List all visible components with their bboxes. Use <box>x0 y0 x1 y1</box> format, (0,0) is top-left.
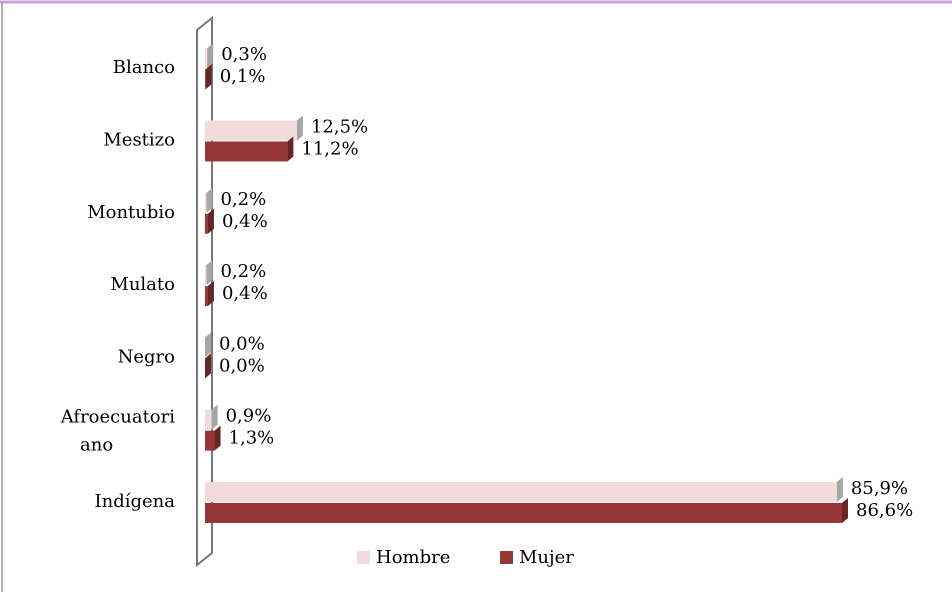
value-label: 11,2% <box>301 138 358 159</box>
bar <box>205 265 207 286</box>
bar-side <box>205 64 212 90</box>
bar-side <box>205 332 211 358</box>
y-tick-label: Montubio <box>87 202 175 223</box>
bar-side <box>207 281 214 307</box>
bar <box>205 141 288 162</box>
value-label: 0,2% <box>220 189 266 210</box>
bar <box>205 192 207 213</box>
bar-side <box>206 260 213 286</box>
value-label: 0,9% <box>226 406 272 427</box>
bar-side <box>287 136 294 162</box>
bar-side <box>214 425 221 451</box>
label-line: Afroecuatori <box>60 407 176 428</box>
bar <box>205 69 206 90</box>
bar-side <box>296 115 303 141</box>
label-line: ano <box>80 435 113 456</box>
axis-wall <box>196 15 213 568</box>
legend-label: Mujer <box>519 547 574 568</box>
value-label: 0,4% <box>222 283 268 304</box>
bar-side <box>205 353 211 379</box>
value-label: 85,9% <box>851 478 908 499</box>
bar <box>205 286 208 307</box>
value-label: 0,3% <box>221 44 267 65</box>
legend-swatch <box>500 551 513 564</box>
value-label: 0,4% <box>222 211 268 232</box>
bar-side <box>207 43 214 69</box>
value-label: 0,2% <box>220 261 266 282</box>
bar-side <box>211 404 218 430</box>
legend-swatch <box>357 551 370 564</box>
y-tick-label: Mestizo <box>103 129 175 150</box>
bar-side <box>842 497 848 523</box>
y-tick-label: Mulato <box>110 274 175 295</box>
bar <box>205 48 208 69</box>
y-tick-label: Blanco <box>113 57 175 78</box>
legend-label: Hombre <box>376 547 450 568</box>
bar <box>205 481 837 502</box>
y-tick-label: Indígena <box>95 491 176 512</box>
bar <box>205 213 208 234</box>
value-label: 86,6% <box>856 500 913 521</box>
y-tick-label: Afroecuatori ano <box>60 407 176 456</box>
bar-side <box>836 476 843 502</box>
value-label: 1,3% <box>229 428 275 449</box>
value-label: 0,0% <box>219 355 265 376</box>
y-tick-label: Negro <box>118 346 175 367</box>
bar-side <box>207 208 214 234</box>
value-label: 0,0% <box>219 333 265 354</box>
bar-side <box>206 187 213 213</box>
value-label: 0,1% <box>220 66 266 87</box>
bar <box>205 502 842 523</box>
bar <box>205 120 297 141</box>
bar <box>205 409 212 430</box>
value-label: 12,5% <box>311 116 368 137</box>
bar <box>205 430 215 451</box>
